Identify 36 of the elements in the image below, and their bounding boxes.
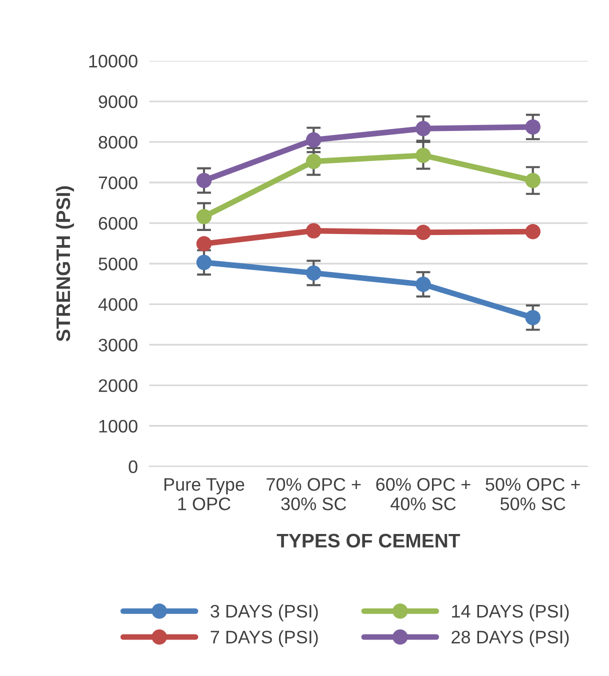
- x-tick-label: 50% OPC + 50% SC: [486, 478, 580, 510]
- point: [196, 172, 212, 188]
- point: [306, 223, 322, 238]
- y-tick-label: 0: [128, 460, 138, 474]
- point: [416, 276, 431, 292]
- point: [306, 154, 322, 170]
- point: [525, 172, 541, 188]
- point: [196, 254, 212, 270]
- legend-label: 7 DAYS (PSI): [210, 630, 318, 648]
- point: [196, 236, 212, 252]
- y-tick-label: 1000: [99, 420, 138, 433]
- point: [306, 265, 322, 281]
- y-tick-label: 7000: [98, 176, 138, 190]
- y-tick-label: 6000: [98, 217, 138, 230]
- y-tick-label: 9000: [98, 95, 138, 108]
- y-tick-label: 10000: [89, 54, 138, 68]
- x-tick-label: 70% OPC + 30% SC: [266, 478, 361, 510]
- point: [525, 224, 541, 240]
- legend-label: 14 DAYS (PSI): [452, 604, 569, 622]
- x-tick-label: 60% OPC + 40% SC: [376, 478, 470, 510]
- x-tick-label: Pure Type 1 OPC: [164, 478, 244, 510]
- point: [525, 119, 541, 135]
- point: [416, 148, 431, 163]
- point: [416, 120, 431, 136]
- y-axis-title: STRENGTH (PSI): [56, 186, 74, 342]
- y-tick-label: 8000: [98, 136, 138, 149]
- point: [196, 208, 212, 224]
- point: [525, 310, 541, 326]
- y-tick-label: 4000: [98, 298, 138, 311]
- x-axis-title: TYPES OF CEMENT: [276, 534, 460, 548]
- y-tick-label: 3000: [98, 338, 138, 352]
- y-tick-label: 2000: [98, 379, 138, 392]
- legend-label: 3 DAYS (PSI): [210, 604, 318, 622]
- legend-label: 28 DAYS (PSI): [452, 630, 569, 648]
- y-tick-label: 5000: [98, 258, 138, 270]
- point: [416, 224, 431, 240]
